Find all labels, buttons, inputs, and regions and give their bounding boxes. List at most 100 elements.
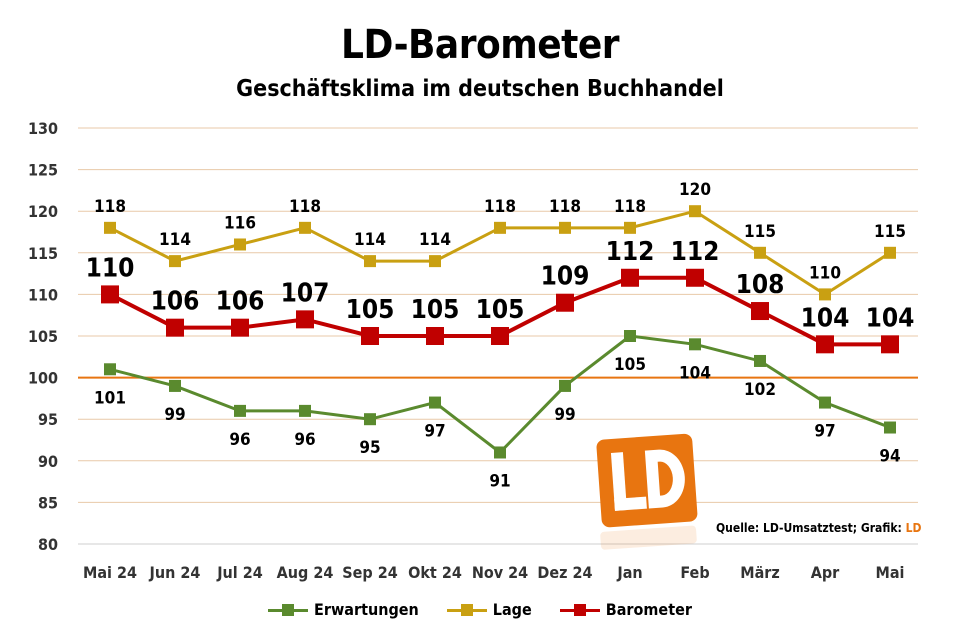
legend: Erwartungen Lage Barometer — [0, 600, 960, 621]
data-label-erwartungen: 97 — [814, 422, 835, 442]
data-label-barometer: 108 — [736, 270, 785, 300]
data-label-lage: 115 — [744, 222, 776, 242]
x-tick-label: Jul 24 — [216, 563, 263, 582]
marker-erwartungen — [884, 421, 896, 434]
data-label-erwartungen: 95 — [359, 438, 380, 458]
marker-erwartungen — [169, 379, 181, 392]
y-tick-label: 80 — [38, 535, 58, 554]
source-note: Quelle: LD-Umsatztest; Grafik: LD — [716, 521, 921, 535]
marker-barometer — [361, 327, 379, 345]
data-label-erwartungen: 101 — [94, 388, 126, 408]
legend-item-barometer: Barometer — [559, 600, 692, 619]
x-tick-label: Mai — [876, 563, 905, 582]
x-tick-label: Apr — [811, 563, 840, 582]
data-label-erwartungen: 105 — [614, 355, 646, 375]
x-axis-ticks: Mai 24 Jun 24 Jul 24 Aug 24 Sep 24 Okt 24 Nov … — [83, 563, 904, 582]
data-label-barometer: 106 — [216, 287, 265, 317]
marker-lage — [624, 221, 636, 234]
data-label-erwartungen: 94 — [879, 447, 900, 467]
source-text: Quelle: LD-Umsatztest; Grafik: — [716, 521, 906, 535]
marker-barometer — [556, 293, 574, 312]
marker-lage — [559, 221, 571, 234]
legend-item-erwartungen: Erwartungen — [268, 600, 419, 619]
y-tick-label: 95 — [38, 410, 58, 429]
y-tick-label: 100 — [28, 369, 58, 388]
marker-barometer — [816, 335, 834, 354]
data-label-lage: 118 — [289, 197, 321, 217]
legend-label: Lage — [492, 600, 532, 619]
data-label-erwartungen: 96 — [229, 430, 250, 450]
x-tick-label: Jan — [616, 563, 642, 582]
ld-logo — [596, 433, 698, 550]
legend-item-lage: Lage — [446, 600, 532, 619]
marker-lage — [104, 221, 116, 234]
logo-letter-l-stem — [610, 452, 627, 511]
marker-erwartungen — [754, 354, 766, 367]
data-label-erwartungen: 97 — [424, 422, 445, 442]
marker-lage — [689, 205, 701, 218]
data-label-barometer: 112 — [671, 237, 720, 267]
logo-letter-l-foot — [614, 496, 647, 511]
marker-erwartungen — [689, 338, 701, 351]
marker-erwartungen — [624, 330, 636, 342]
source-brand: LD — [905, 521, 922, 535]
data-label-erwartungen: 102 — [744, 380, 776, 400]
legend-swatch — [559, 603, 600, 617]
marker-lage — [754, 246, 766, 259]
legend-swatch — [446, 603, 487, 617]
marker-barometer — [426, 327, 444, 345]
marker-barometer — [881, 335, 899, 354]
data-label-lage: 114 — [159, 230, 191, 250]
data-label-barometer: 106 — [151, 287, 200, 317]
data-label-barometer: 112 — [606, 237, 655, 267]
x-tick-label: Aug 24 — [277, 563, 334, 582]
marker-barometer — [491, 327, 509, 345]
data-label-barometer: 105 — [476, 295, 525, 325]
data-label-barometer: 104 — [801, 303, 850, 333]
marker-barometer — [621, 268, 639, 287]
marker-barometer — [686, 268, 704, 287]
marker-barometer — [101, 285, 119, 304]
y-axis-ticks: 80 85 90 95 100 105 110 115 120 125 130 — [28, 119, 58, 554]
x-tick-label: Feb — [680, 563, 709, 582]
data-label-lage: 115 — [874, 222, 906, 242]
data-label-lage: 118 — [549, 197, 581, 217]
x-tick-label: Okt 24 — [408, 563, 462, 582]
y-tick-label: 110 — [28, 285, 58, 304]
marker-lage — [819, 288, 831, 301]
data-label-lage: 118 — [484, 197, 516, 217]
marker-lage — [429, 255, 441, 268]
data-label-barometer: 110 — [86, 253, 135, 283]
marker-erwartungen — [429, 396, 441, 409]
marker-barometer — [166, 318, 184, 337]
marker-lage — [299, 221, 311, 234]
x-tick-label: März — [740, 563, 780, 582]
marker-lage — [364, 255, 376, 268]
marker-erwartungen — [234, 404, 246, 417]
data-label-lage: 120 — [679, 180, 711, 200]
legend-swatch — [268, 603, 309, 617]
marker-barometer — [231, 318, 249, 337]
data-label-barometer: 107 — [281, 278, 330, 308]
marker-lage — [884, 246, 896, 259]
marker-erwartungen — [299, 404, 311, 417]
data-label-lage: 116 — [224, 213, 256, 233]
data-label-erwartungen: 99 — [164, 405, 185, 425]
x-tick-label: Sep 24 — [342, 563, 397, 582]
y-tick-label: 105 — [28, 327, 58, 346]
marker-erwartungen — [819, 396, 831, 409]
marker-lage — [169, 255, 181, 268]
data-label-lage: 114 — [419, 230, 451, 250]
marker-lage — [494, 221, 506, 234]
y-tick-label: 125 — [28, 161, 58, 180]
x-tick-label: Mai 24 — [83, 563, 137, 582]
data-label-erwartungen: 96 — [294, 430, 315, 450]
data-label-erwartungen: 99 — [554, 405, 575, 425]
marker-erwartungen — [494, 446, 506, 459]
data-label-erwartungen: 104 — [679, 363, 711, 383]
marker-barometer — [751, 302, 769, 321]
marker-lage — [234, 238, 246, 251]
legend-label: Barometer — [605, 600, 692, 619]
x-tick-label: Dez 24 — [537, 563, 592, 582]
data-label-lage: 114 — [354, 230, 386, 250]
